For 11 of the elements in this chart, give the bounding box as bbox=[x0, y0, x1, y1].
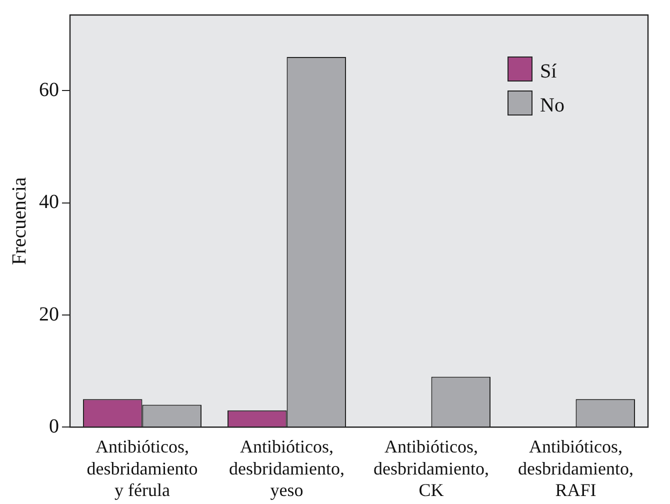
legend-label: No bbox=[540, 94, 564, 116]
y-tick-label: 0 bbox=[49, 415, 59, 438]
y-tick-label: 40 bbox=[39, 191, 59, 214]
x-tick-label: Antibióticos, desbridamiento y férula bbox=[86, 436, 198, 500]
y-axis-title: Frecuencia bbox=[8, 177, 30, 265]
x-tick-label: Antibióticos, desbridamiento, CK bbox=[374, 436, 489, 500]
legend-label: Sí bbox=[540, 60, 558, 82]
y-tick-label: 20 bbox=[39, 303, 59, 326]
x-tick-label: Antibióticos, desbridamiento, yeso bbox=[229, 436, 344, 500]
y-tick-label: 60 bbox=[39, 78, 59, 101]
x-tick-label: Antibióticos, desbridamiento, RAFI bbox=[518, 436, 634, 500]
